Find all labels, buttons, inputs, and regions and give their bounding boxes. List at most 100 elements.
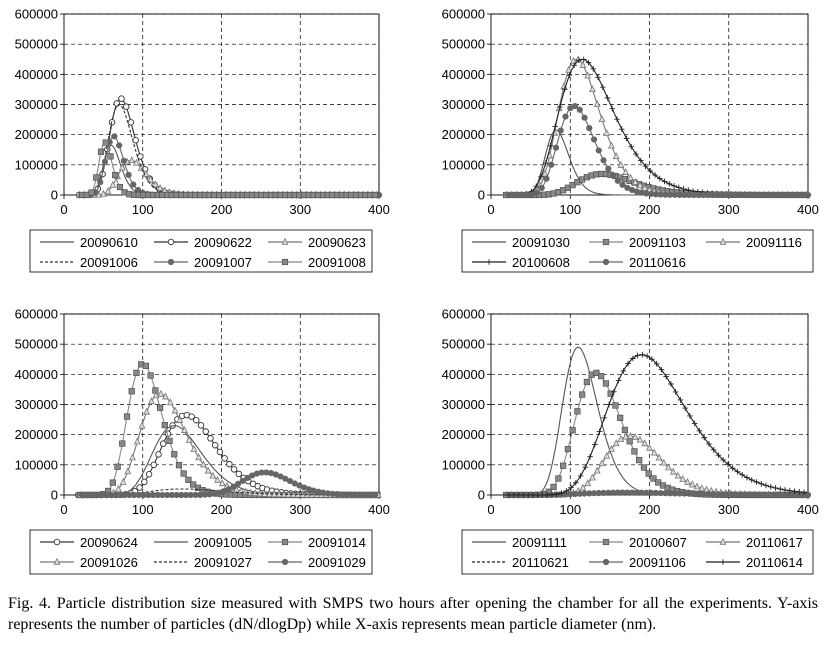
- y-tick-label: 0: [51, 188, 58, 203]
- data-point: [221, 455, 228, 462]
- legend-entry: 20090610: [40, 235, 138, 250]
- data-point: [136, 484, 143, 491]
- x-tick-label: 400: [797, 202, 819, 217]
- data-point: [152, 387, 159, 394]
- data-point: [122, 103, 130, 110]
- data-point: [572, 479, 579, 486]
- data-point: [564, 446, 571, 453]
- data-point: [128, 156, 136, 164]
- data-point: [195, 453, 203, 461]
- data-point: [587, 453, 593, 460]
- data-point: [150, 461, 158, 469]
- data-point: [175, 462, 183, 469]
- legend-label: 20110617: [746, 535, 803, 550]
- data-point: [234, 480, 242, 487]
- legend: 20091111 20100607 20110617 20110621 20091106…: [461, 529, 814, 575]
- y-tick-label: 600000: [442, 307, 485, 322]
- data-point: [627, 173, 634, 181]
- data-point: [204, 466, 212, 474]
- data-point: [715, 452, 722, 458]
- legend-marker: [719, 237, 727, 245]
- data-point: [102, 139, 109, 146]
- data-point: [617, 414, 624, 421]
- data-point: [211, 441, 219, 449]
- data-point: [767, 483, 774, 490]
- y-tick-label: 0: [478, 188, 485, 203]
- data-point: [107, 153, 114, 160]
- series-20091008: [75, 139, 379, 199]
- legend-entry: 20090623: [268, 235, 366, 250]
- data-point: [533, 189, 541, 196]
- data-point: [239, 477, 246, 484]
- legend-box: [29, 529, 373, 575]
- data-point: [696, 428, 703, 434]
- data-point: [688, 480, 696, 488]
- data-point: [609, 105, 616, 112]
- y-tick-label: 100000: [442, 157, 485, 172]
- data-point: [763, 482, 769, 489]
- data-point: [639, 351, 646, 358]
- data-point: [199, 460, 207, 468]
- y-tick-label: 500000: [442, 37, 485, 52]
- legend-label: 20091026: [80, 555, 138, 570]
- data-point: [655, 453, 663, 461]
- data-point: [506, 492, 513, 498]
- y-tick-label: 100000: [15, 457, 58, 472]
- data-point: [612, 152, 620, 160]
- data-point: [119, 477, 127, 485]
- data-point: [641, 439, 649, 447]
- data-point: [691, 420, 698, 427]
- data-point: [644, 353, 650, 359]
- legend-marker: [719, 537, 727, 545]
- legend-marker: [281, 538, 289, 546]
- legend-marker: [486, 259, 492, 265]
- data-point: [123, 413, 131, 420]
- legend-label: 20110621: [512, 555, 569, 570]
- data-point: [120, 157, 127, 164]
- data-point: [608, 141, 615, 149]
- data-point: [725, 461, 731, 468]
- data-point: [685, 187, 692, 193]
- data-point: [633, 151, 639, 157]
- data-point: [112, 171, 119, 179]
- legend-label: 20090623: [308, 235, 366, 250]
- data-point: [525, 492, 532, 498]
- legend-label: 20110616: [629, 255, 686, 270]
- x-tick-label: 400: [368, 502, 390, 517]
- legend-entry: 20091007: [154, 255, 252, 270]
- data-point: [758, 481, 765, 487]
- data-point: [155, 451, 162, 458]
- data-point: [557, 104, 563, 110]
- legend-marker: [281, 558, 289, 566]
- data-point: [569, 56, 577, 64]
- data-point: [141, 478, 148, 486]
- legend-entry: 20091111: [472, 535, 567, 550]
- y-tick-label: 300000: [15, 397, 58, 412]
- legend-marker: [602, 238, 610, 246]
- data-point: [145, 470, 153, 478]
- y-tick-label: 200000: [15, 427, 58, 442]
- data-point: [119, 440, 126, 447]
- data-point: [552, 144, 560, 151]
- data-point: [534, 492, 541, 498]
- data-point: [677, 397, 684, 403]
- data-point: [592, 441, 598, 448]
- data-point: [156, 404, 164, 411]
- y-tick-label: 0: [478, 488, 485, 503]
- data-point: [548, 161, 555, 168]
- data-point: [147, 175, 155, 183]
- data-point: [612, 439, 620, 447]
- y-tick-label: 600000: [15, 7, 58, 22]
- data-point: [590, 66, 597, 72]
- data-point: [133, 369, 140, 376]
- legend: 20091030 20091103 20091116 20100608 20110616: [461, 229, 814, 273]
- x-tick-label: 0: [487, 502, 494, 517]
- data-point: [600, 157, 607, 164]
- data-point: [580, 56, 587, 63]
- data-point: [637, 157, 644, 164]
- data-point: [202, 428, 209, 435]
- data-point: [156, 184, 164, 191]
- data-point: [511, 492, 517, 498]
- legend-label: 20100607: [629, 535, 687, 550]
- data-point: [631, 178, 639, 185]
